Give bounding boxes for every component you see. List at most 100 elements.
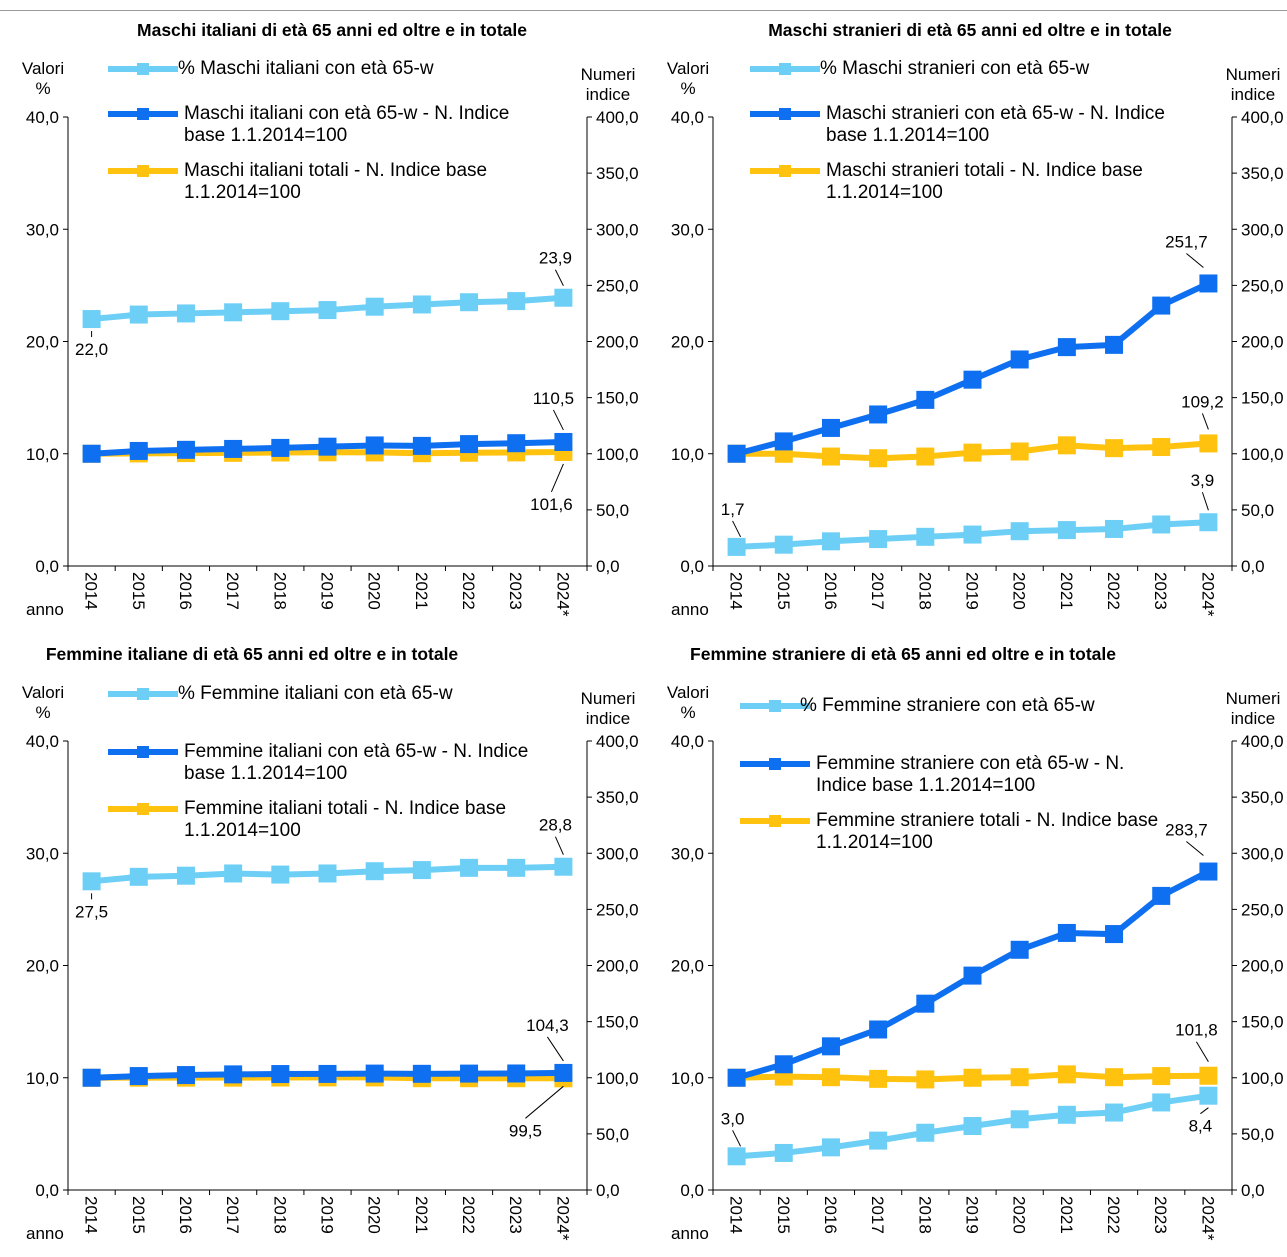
series-point — [1152, 1093, 1171, 1112]
series-point — [1057, 1065, 1076, 1084]
series-point — [821, 1068, 840, 1087]
series-point — [1152, 515, 1171, 534]
left-tick-label: 30,0 — [26, 844, 59, 863]
series-point — [82, 872, 101, 891]
series-point — [318, 1064, 337, 1083]
series-point — [1010, 522, 1029, 541]
series-point — [507, 1064, 526, 1083]
x-tick-label: 2024* — [1198, 1196, 1217, 1241]
series-point — [1199, 274, 1218, 293]
left-tick-label: 40,0 — [26, 732, 59, 751]
series-point — [1057, 521, 1076, 540]
data-label-leader — [1200, 1107, 1209, 1115]
x-tick-label: 2015 — [129, 1196, 148, 1234]
right-tick-label: 150,0 — [596, 1013, 639, 1032]
x-tick-label: 2023 — [1151, 572, 1170, 610]
series-point — [774, 432, 793, 451]
data-label: 109,2 — [1181, 392, 1224, 411]
right-axis-title: Numeri — [1226, 689, 1281, 708]
legend-label: Femmine italiani totali - N. Indice base… — [184, 798, 507, 841]
data-label: 28,8 — [539, 816, 572, 835]
data-label-leader — [554, 836, 564, 855]
right-tick-label: 0,0 — [1241, 557, 1265, 576]
series-point — [176, 866, 195, 885]
series-point — [129, 867, 148, 886]
x-tick-label: 2023 — [506, 1196, 525, 1234]
series-point — [727, 444, 746, 463]
right-tick-label: 200,0 — [1241, 333, 1284, 352]
series-point — [176, 304, 195, 323]
chart-svg: Femmine straniere di età 65 anni ed oltr… — [667, 644, 1284, 1243]
series-point — [554, 288, 573, 307]
x-tick-label: 2022 — [459, 1196, 478, 1234]
left-tick-label: 20,0 — [26, 333, 59, 352]
series-point — [963, 443, 982, 462]
right-tick-label: 150,0 — [1241, 389, 1284, 408]
series-point — [1105, 439, 1124, 458]
series-point — [1105, 1068, 1124, 1087]
series-point — [963, 1117, 982, 1136]
left-tick-label: 30,0 — [671, 220, 704, 239]
series-point — [916, 1070, 935, 1089]
series-point — [318, 301, 337, 320]
left-tick-label: 20,0 — [26, 957, 59, 976]
right-tick-label: 50,0 — [596, 1125, 629, 1144]
series-point — [224, 439, 243, 458]
legend-label: Maschi stranieri totali - N. Indice base… — [826, 160, 1143, 203]
data-label-leader — [554, 269, 564, 286]
series-point — [1010, 940, 1029, 959]
right-tick-label: 100,0 — [596, 1069, 639, 1088]
series-point — [869, 405, 888, 424]
x-tick-label: 2020 — [1010, 1196, 1029, 1234]
data-label: 101,8 — [1175, 1021, 1218, 1040]
left-tick-label: 10,0 — [26, 445, 59, 464]
x-tick-label: 2023 — [506, 572, 525, 610]
series-point — [821, 1037, 840, 1056]
right-tick-label: 100,0 — [1241, 445, 1284, 464]
chart-title: Maschi italiani di età 65 anni ed oltre … — [137, 20, 527, 40]
right-tick-label: 50,0 — [596, 501, 629, 520]
left-axis-title: % — [680, 79, 695, 98]
right-axis-title: Numeri — [581, 65, 636, 84]
series-point — [916, 447, 935, 466]
series-point — [1199, 1086, 1218, 1105]
chart-title: Femmine italiane di età 65 anni ed oltre… — [46, 644, 459, 664]
series-point — [963, 525, 982, 544]
right-tick-label: 200,0 — [596, 957, 639, 976]
series-point — [365, 436, 384, 455]
series-point — [1010, 1068, 1029, 1087]
right-tick-label: 250,0 — [1241, 900, 1284, 919]
right-tick-label: 250,0 — [596, 276, 639, 295]
series-point — [1105, 335, 1124, 354]
x-tick-label: 2020 — [365, 1196, 384, 1234]
data-label: 3,0 — [721, 1109, 745, 1128]
data-label: 251,7 — [1165, 232, 1208, 251]
left-axis-title: % — [35, 79, 50, 98]
left-tick-label: 10,0 — [671, 1069, 704, 1088]
data-label: 283,7 — [1165, 821, 1208, 840]
series-point — [869, 530, 888, 549]
right-tick-label: 0,0 — [596, 1181, 620, 1200]
right-tick-label: 0,0 — [596, 557, 620, 576]
series-point — [1152, 296, 1171, 315]
series-point — [129, 305, 148, 324]
x-tick-label: 2015 — [774, 1196, 793, 1234]
series-point — [1057, 436, 1076, 455]
right-tick-label: 200,0 — [1241, 957, 1284, 976]
series-point — [1010, 350, 1029, 369]
series-point — [869, 1069, 888, 1088]
left-axis-title: Valori — [667, 59, 709, 78]
right-tick-label: 200,0 — [596, 333, 639, 352]
legend-label: Femmine straniere con età 65-w - N. Indic… — [816, 753, 1125, 796]
series-point — [412, 436, 431, 455]
left-tick-label: 0,0 — [35, 1181, 59, 1200]
x-tick-label: 2024* — [553, 572, 572, 617]
data-label: 8,4 — [1189, 1117, 1213, 1136]
x-tick-label: 2016 — [821, 1196, 840, 1234]
series-point — [1199, 434, 1218, 453]
legend-label: Maschi italiani totali - N. Indice base 1… — [184, 160, 488, 203]
chart-panel-maschi-italiani: Maschi italiani di età 65 anni ed oltre … — [0, 12, 640, 632]
series-point — [82, 310, 101, 329]
x-tick-label: 2014 — [82, 1196, 101, 1234]
data-label-leader — [552, 409, 564, 431]
